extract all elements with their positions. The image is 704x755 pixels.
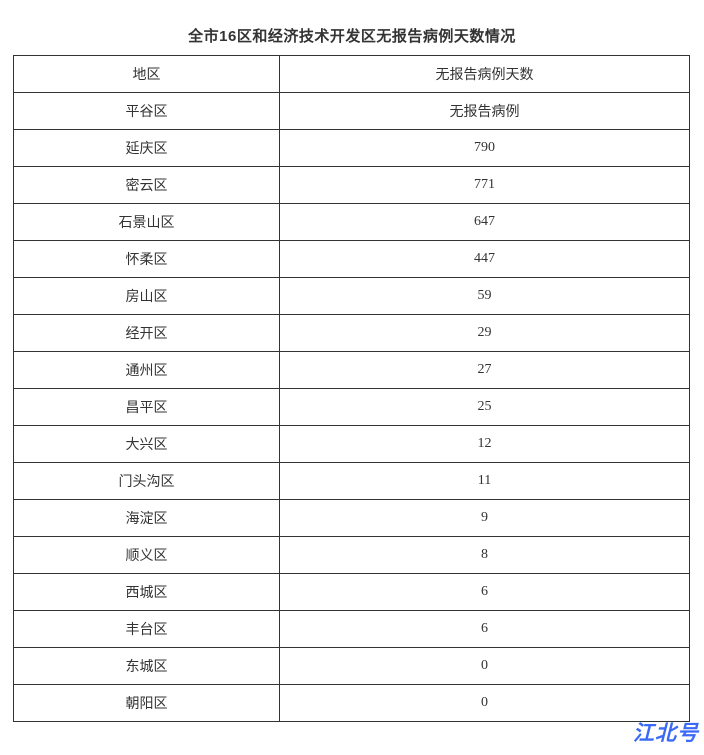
region-cell: 密云区 [13, 166, 280, 204]
days-cell: 无报告病例 [279, 92, 690, 130]
table-row: 平谷区 无报告病例 [13, 92, 690, 130]
table-row: 石景山区 647 [13, 203, 690, 241]
table-row: 朝阳区 0 [13, 684, 690, 722]
table-row: 房山区 59 [13, 277, 690, 315]
no-case-days-table: 地区 无报告病例天数 平谷区 无报告病例 延庆区 790 密云区 771 石景山… [13, 55, 690, 722]
table-row: 密云区 771 [13, 166, 690, 204]
table-body: 平谷区 无报告病例 延庆区 790 密云区 771 石景山区 647 怀柔区 4… [13, 92, 690, 722]
table-row: 昌平区 25 [13, 388, 690, 426]
days-cell: 647 [279, 203, 690, 241]
region-cell: 经开区 [13, 314, 280, 352]
region-cell: 怀柔区 [13, 240, 280, 278]
days-cell: 6 [279, 610, 690, 648]
region-cell: 丰台区 [13, 610, 280, 648]
days-cell: 0 [279, 684, 690, 722]
region-cell: 门头沟区 [13, 462, 280, 500]
region-cell: 通州区 [13, 351, 280, 389]
table-row: 西城区 6 [13, 573, 690, 611]
region-cell: 延庆区 [13, 129, 280, 167]
days-cell: 0 [279, 647, 690, 685]
table-row: 丰台区 6 [13, 610, 690, 648]
table-header-row: 地区 无报告病例天数 [13, 55, 690, 93]
days-cell: 447 [279, 240, 690, 278]
region-cell: 西城区 [13, 573, 280, 611]
column-header-region: 地区 [13, 55, 280, 93]
table-row: 怀柔区 447 [13, 240, 690, 278]
region-cell: 东城区 [13, 647, 280, 685]
table-row: 门头沟区 11 [13, 462, 690, 500]
region-cell: 大兴区 [13, 425, 280, 463]
days-cell: 9 [279, 499, 690, 537]
days-cell: 29 [279, 314, 690, 352]
days-cell: 25 [279, 388, 690, 426]
days-cell: 12 [279, 425, 690, 463]
table-row: 顺义区 8 [13, 536, 690, 574]
days-cell: 11 [279, 462, 690, 500]
watermark-logo: 江北号 [633, 722, 699, 745]
table-row: 延庆区 790 [13, 129, 690, 167]
table-row: 经开区 29 [13, 314, 690, 352]
days-cell: 27 [279, 351, 690, 389]
page-title: 全市16区和经济技术开发区无报告病例天数情况 [188, 28, 516, 45]
region-cell: 石景山区 [13, 203, 280, 241]
table-row: 通州区 27 [13, 351, 690, 389]
region-cell: 顺义区 [13, 536, 280, 574]
region-cell: 平谷区 [13, 92, 280, 130]
days-cell: 8 [279, 536, 690, 574]
column-header-days: 无报告病例天数 [279, 55, 690, 93]
days-cell: 771 [279, 166, 690, 204]
days-cell: 59 [279, 277, 690, 315]
table-row: 海淀区 9 [13, 499, 690, 537]
region-cell: 房山区 [13, 277, 280, 315]
region-cell: 昌平区 [13, 388, 280, 426]
days-cell: 6 [279, 573, 690, 611]
table-row: 东城区 0 [13, 647, 690, 685]
table-row: 大兴区 12 [13, 425, 690, 463]
region-cell: 朝阳区 [13, 684, 280, 722]
days-cell: 790 [279, 129, 690, 167]
region-cell: 海淀区 [13, 499, 280, 537]
